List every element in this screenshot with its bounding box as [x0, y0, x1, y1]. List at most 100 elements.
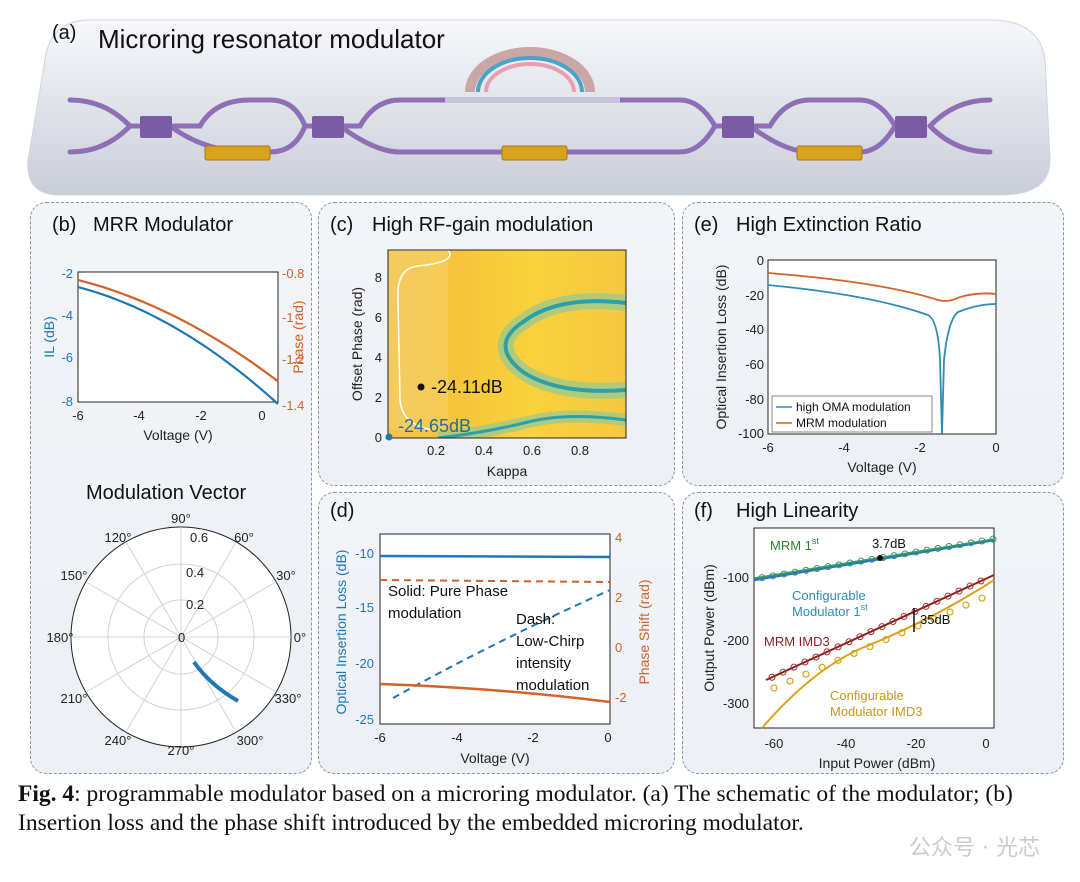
c-point-1 — [417, 383, 425, 391]
panel-e-label: (e) — [694, 214, 719, 236]
polar-radius: 0.4 — [186, 565, 204, 580]
f-marker — [867, 628, 875, 636]
polar-angle: 90° — [171, 511, 191, 526]
f-marker — [944, 592, 952, 600]
schematic-svg — [27, 19, 1051, 196]
e-xtick: -6 — [762, 440, 774, 455]
f-xlabel: Input Power (dBm) — [819, 755, 936, 771]
e-ytick: -100 — [738, 426, 764, 441]
f-marker — [933, 597, 941, 605]
f-ytick: -300 — [723, 696, 749, 711]
polar-chart: 90° 60° 30° 0° 330° 300° 270° 240° 210° … — [47, 511, 307, 755]
f-ylabel: Output Power (dBm) — [701, 564, 717, 692]
f-marker — [911, 607, 919, 615]
polar-angle: 0° — [294, 630, 306, 645]
f-marker — [967, 539, 975, 547]
panel-b-chart: -6 -4 -2 0 -2 -4 -6 -8 -0.8 -1 -1.2 -1.4… — [41, 266, 306, 443]
polar-angle: 180° — [47, 630, 74, 645]
b-ytick-right: -1 — [282, 310, 294, 325]
c-ytick: 8 — [375, 270, 382, 285]
f-marker — [780, 570, 788, 578]
f-marker — [955, 587, 963, 595]
f-marker — [850, 649, 858, 658]
f-marker — [770, 684, 778, 692]
polar-angle: 30° — [276, 568, 296, 583]
d-blue-solid — [379, 554, 611, 559]
c-ytick: 0 — [375, 430, 382, 445]
e-ytick: -20 — [745, 288, 764, 303]
d-text: Dash: — [516, 611, 555, 628]
polar-angle: 150° — [61, 568, 88, 583]
f-marker — [824, 563, 832, 571]
il-curve — [77, 285, 279, 405]
c-ytick: 6 — [375, 310, 382, 325]
f-marker — [835, 561, 843, 569]
d-xtick: -2 — [527, 730, 539, 745]
e-ytick: -60 — [745, 357, 764, 372]
f-ann: MRM 1st — [770, 536, 819, 553]
f-ann: 3.7dB — [872, 536, 906, 551]
f-marker — [878, 623, 886, 631]
f-green-fund — [753, 538, 995, 579]
b-ylabel-right: Phase (rad) — [290, 300, 306, 373]
polar-title: Modulation Vector — [86, 482, 247, 504]
c-ytick: 4 — [375, 350, 382, 365]
d-text: modulation — [516, 677, 589, 694]
f-ytick: -100 — [723, 570, 749, 585]
f-marker — [977, 577, 985, 585]
f-marker — [978, 594, 986, 602]
e-xtick: -4 — [838, 440, 850, 455]
f-marker — [930, 615, 938, 623]
watermark: 公众号 · 光芯 — [909, 836, 1040, 861]
b-xtick: -4 — [133, 408, 145, 423]
f-marker — [802, 670, 810, 678]
d-text: Solid: Pure Phase — [388, 583, 508, 600]
d-orange-dash — [379, 579, 611, 583]
d-ytick-left: -25 — [355, 712, 374, 727]
b-ytick-left: -6 — [61, 350, 73, 365]
f-marker — [900, 612, 908, 620]
f-marker — [956, 541, 964, 549]
d-text: Low-Chirp — [516, 633, 584, 650]
polar-angle: 300° — [237, 733, 264, 748]
f-marker — [868, 555, 876, 563]
f-marker — [966, 582, 974, 590]
e-xlabel: Voltage (V) — [847, 459, 916, 475]
b-ytick-left: -8 — [61, 394, 73, 409]
f-marker — [866, 642, 874, 651]
f-ann: MRM IMD3 — [764, 634, 830, 649]
c-xtick: 0.8 — [571, 443, 589, 458]
f-marker — [790, 663, 798, 671]
f-marker — [856, 633, 864, 641]
f-marker — [823, 648, 831, 656]
f-marker — [934, 544, 942, 552]
d-xtick: 0 — [604, 730, 611, 745]
d-ylabel-right: Phase Shift (rad) — [636, 579, 652, 684]
f-ann: Configurable — [830, 688, 904, 703]
e-xtick: -2 — [914, 440, 926, 455]
b-xlabel: Voltage (V) — [143, 427, 212, 443]
e-ylabel: Optical Insertion Loss (dB) — [713, 265, 729, 430]
figure-caption: Fig. 4: programmable modulator based on … — [18, 780, 1063, 838]
f-marker — [768, 673, 776, 681]
d-ytick-right: 2 — [615, 590, 622, 605]
phase-curve — [77, 278, 279, 383]
heaters — [204, 145, 863, 161]
b-ytick-left: -4 — [61, 308, 73, 323]
f-marker — [889, 618, 897, 626]
f-ann: Configurable — [792, 588, 866, 603]
panel-f-chart: MRM 1st 3.7dB Configurable Modulator 1st… — [701, 527, 997, 771]
d-ytick-left: -10 — [355, 546, 374, 561]
f-xtick: -20 — [907, 736, 926, 751]
d-xlabel: Voltage (V) — [460, 750, 529, 766]
c-ylabel: Offset Phase (rad) — [349, 287, 365, 401]
f-xtick: -40 — [837, 736, 856, 751]
d-blue-dash — [392, 589, 611, 699]
c-xtick: 0.6 — [523, 443, 541, 458]
f-ytick: -200 — [723, 633, 749, 648]
e-legend-item: high OMA modulation — [796, 400, 911, 414]
f-marker — [978, 537, 986, 545]
d-orange-solid — [379, 682, 611, 704]
d-xtick: -6 — [374, 730, 386, 745]
b-xtick: -6 — [72, 408, 84, 423]
